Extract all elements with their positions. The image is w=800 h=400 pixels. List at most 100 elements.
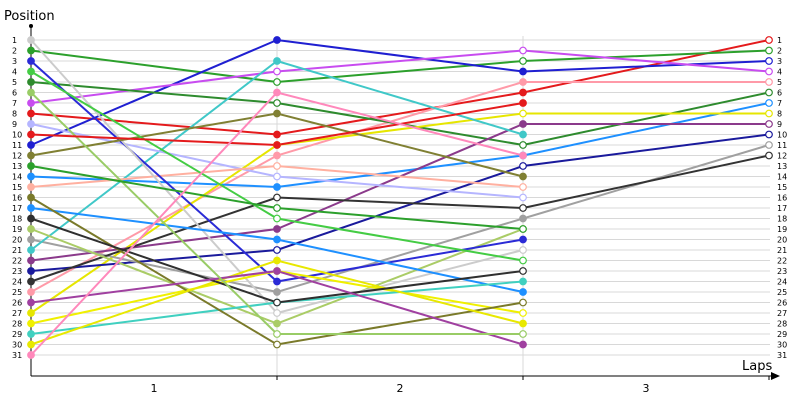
series-point [273, 267, 281, 275]
y-tick-label-right: 25 [777, 288, 787, 297]
y-tick-label-right: 17 [777, 204, 787, 213]
series-point [519, 46, 527, 55]
series-point [273, 309, 281, 317]
series-point [765, 99, 773, 107]
series-point [27, 246, 35, 254]
y-tick-label: 9 [12, 120, 17, 129]
series-point [273, 277, 281, 286]
series-point [27, 183, 35, 191]
series-point [519, 330, 527, 338]
series-point [519, 99, 527, 107]
y-tick-label: 6 [12, 89, 17, 98]
series-point [27, 288, 35, 296]
y-tick-label-right: 19 [777, 225, 787, 234]
x-tick-label: 1 [151, 382, 158, 395]
series-point [519, 225, 527, 233]
y-tick-label: 16 [12, 194, 22, 203]
series-point [27, 120, 35, 128]
y-tick-label-right: 10 [777, 131, 787, 140]
y-tick-label: 25 [12, 288, 22, 297]
series-point [27, 214, 35, 223]
y-tick-label-right: 23 [777, 267, 787, 276]
series-point [273, 235, 281, 244]
series-point [273, 298, 281, 307]
series-point [27, 67, 35, 76]
y-tick-label: 11 [12, 141, 22, 150]
y-tick-label-right: 20 [777, 236, 787, 245]
series-point [273, 193, 281, 202]
series-point [27, 225, 35, 233]
series-point [519, 288, 527, 296]
y-tick-label: 13 [12, 162, 22, 171]
series-point [273, 256, 281, 265]
y-tick-label: 12 [12, 152, 22, 161]
y-tick-label: 18 [12, 215, 22, 224]
series-point [27, 267, 35, 275]
y-tick-label: 7 [12, 99, 17, 108]
y-tick-label-right: 18 [777, 215, 787, 224]
y-axis-title: Position [4, 9, 55, 24]
series-line [30, 49, 770, 84]
series-point [519, 214, 527, 223]
series-point [519, 256, 527, 265]
series-point [27, 172, 35, 181]
x-tick-label: 3 [643, 382, 650, 395]
y-tick-label: 22 [12, 257, 22, 266]
series-point [519, 204, 527, 212]
series-line [30, 102, 770, 189]
series-point [273, 246, 281, 254]
series-point [765, 120, 773, 128]
series-point [519, 151, 527, 160]
y-tick-label-right: 29 [777, 330, 787, 339]
series-point [273, 214, 281, 223]
y-tick-label-right: 4 [777, 68, 782, 77]
y-tick-label-right: 2 [777, 47, 782, 56]
y-tick-label-right: 3 [777, 57, 782, 66]
series-point [519, 309, 527, 317]
y-tick-labels-right: 1234567891011121314151617181920212223242… [777, 36, 787, 360]
series-point [765, 130, 773, 139]
series-point [519, 120, 527, 128]
series-line [30, 112, 769, 314]
series-point [27, 151, 35, 160]
series-point [273, 57, 281, 65]
y-tick-label-right: 15 [777, 183, 787, 192]
series-point [273, 162, 281, 170]
series-point [27, 141, 35, 149]
y-tick-label: 26 [12, 299, 22, 308]
series-line [30, 49, 770, 104]
series-point [273, 67, 281, 76]
series-point [27, 130, 35, 139]
series-point [519, 57, 527, 65]
series-line [30, 154, 770, 283]
y-tick-label: 21 [12, 246, 22, 255]
y-tick-label-right: 14 [777, 173, 787, 182]
series-point [27, 204, 35, 212]
series-point [27, 36, 35, 44]
series-line [30, 39, 770, 136]
series-point [273, 151, 281, 160]
series-point [27, 88, 35, 97]
series-point [27, 277, 35, 286]
series-point [519, 267, 527, 275]
y-tick-label: 28 [12, 320, 22, 329]
series-point [519, 246, 527, 254]
series-point [519, 162, 527, 170]
series-point [765, 46, 773, 55]
series-point [273, 225, 281, 233]
series-point [765, 57, 773, 65]
series-point [273, 141, 281, 149]
series-point [273, 88, 281, 97]
series-point [27, 162, 35, 170]
series-point [27, 298, 35, 307]
y-tick-label: 5 [12, 78, 17, 87]
y-tick-label-right: 1 [777, 36, 782, 45]
series-point [273, 99, 281, 107]
y-tick-label: 29 [12, 330, 22, 339]
series-point [765, 109, 773, 118]
y-tick-label: 20 [12, 236, 22, 245]
y-tick-label: 3 [12, 57, 17, 66]
y-tick-label: 4 [12, 68, 17, 77]
y-tick-label-right: 21 [777, 246, 787, 255]
series-point [519, 78, 527, 86]
